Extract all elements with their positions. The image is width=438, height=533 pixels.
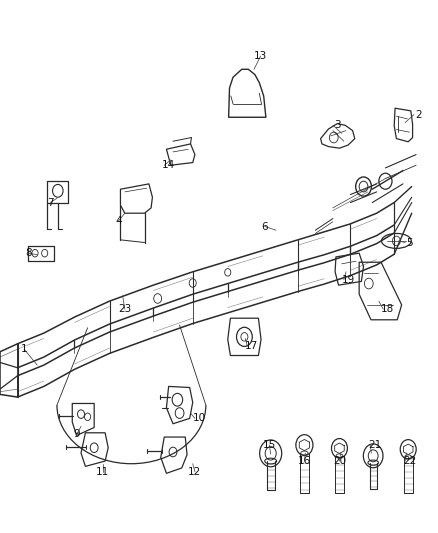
Text: 5: 5 — [406, 238, 413, 247]
Text: 3: 3 — [334, 120, 341, 130]
Text: 13: 13 — [254, 51, 267, 61]
Text: 20: 20 — [333, 456, 346, 466]
Text: 16: 16 — [298, 456, 311, 466]
Text: 12: 12 — [188, 467, 201, 477]
Text: 2: 2 — [415, 110, 422, 119]
Text: 9: 9 — [73, 430, 80, 439]
Text: 22: 22 — [403, 456, 416, 466]
Text: 14: 14 — [162, 160, 175, 170]
Text: 7: 7 — [47, 198, 54, 207]
Text: 17: 17 — [245, 342, 258, 351]
Text: 10: 10 — [193, 414, 206, 423]
Text: 4: 4 — [115, 216, 122, 226]
Text: 19: 19 — [342, 275, 355, 285]
Text: 8: 8 — [25, 248, 32, 258]
Text: 18: 18 — [381, 304, 394, 314]
Text: 6: 6 — [261, 222, 268, 231]
Text: 21: 21 — [368, 440, 381, 450]
Text: 15: 15 — [263, 440, 276, 450]
Text: 1: 1 — [21, 344, 28, 354]
Text: 23: 23 — [118, 304, 131, 314]
Text: 11: 11 — [96, 467, 110, 477]
